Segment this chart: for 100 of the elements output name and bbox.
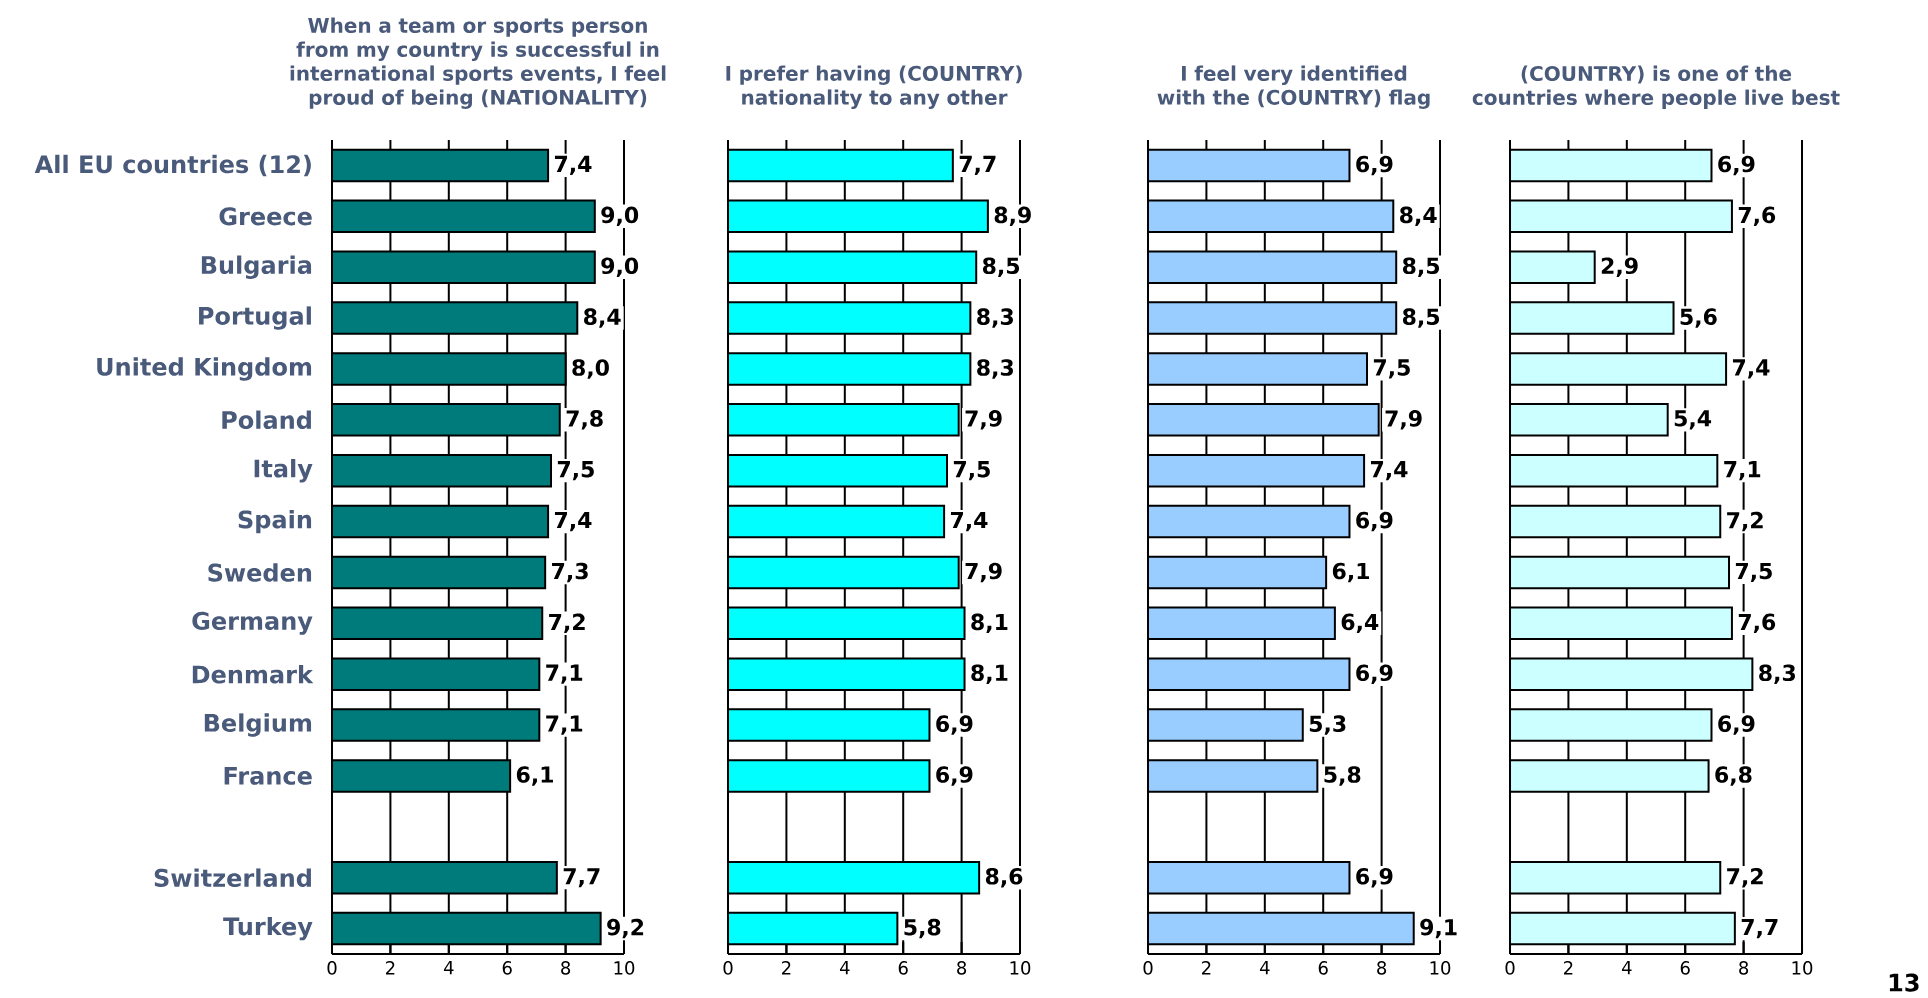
y-tick-label: Belgium xyxy=(204,713,312,737)
data-label: 9,1 xyxy=(1420,918,1457,939)
data-label: 5,6 xyxy=(1680,308,1717,328)
data-label: 8,3 xyxy=(977,359,1013,379)
data-label: 8,5 xyxy=(1402,308,1440,328)
data-label: 6,9 xyxy=(1356,155,1393,176)
data-label: 8,1 xyxy=(971,613,1008,634)
data-label: 7,6 xyxy=(1738,206,1776,227)
y-tick-label: Switzerland xyxy=(154,868,311,887)
data-label: 7,1 xyxy=(1724,461,1761,481)
data-label: 8,1 xyxy=(971,664,1008,684)
data-label: 7,1 xyxy=(546,664,583,684)
x-tick-label: 8 xyxy=(561,961,571,975)
data-label: 7,4 xyxy=(554,512,592,532)
data-label: 8,6 xyxy=(985,867,1023,888)
data-label: 8,5 xyxy=(982,257,1020,277)
y-tick-label: Greece xyxy=(219,207,312,226)
data-label: 6,9 xyxy=(1356,664,1393,684)
y-tick-label: All EU countries (12) xyxy=(34,154,311,177)
x-tick-label: 2 xyxy=(782,961,791,975)
x-tick-label: 4 xyxy=(1259,961,1270,975)
data-label: 7,2 xyxy=(1727,511,1763,532)
data-label: 6,9 xyxy=(1356,867,1393,888)
data-label: 6,9 xyxy=(936,715,973,735)
data-label: 7,2 xyxy=(1727,867,1763,888)
chart-title: (COUNTRY) is one of the countries where people live best xyxy=(1472,65,1840,109)
x-tick-label: 0 xyxy=(723,961,733,975)
x-tick-label: 8 xyxy=(1377,961,1387,975)
x-tick-label: 4 xyxy=(839,961,850,975)
data-label: 7,5 xyxy=(953,461,990,481)
data-label: 8,9 xyxy=(994,206,1031,227)
x-tick-label: 8 xyxy=(957,961,967,975)
x-tick-label: 6 xyxy=(1318,961,1328,975)
data-label: 7,9 xyxy=(965,562,1002,583)
data-label: 5,8 xyxy=(904,918,941,939)
data-label: 7,5 xyxy=(1735,562,1772,583)
chart-title: I prefer having (COUNTRY) nationality to any other xyxy=(726,65,1022,109)
data-label: 7,7 xyxy=(959,155,996,176)
x-tick-label: 6 xyxy=(502,961,512,975)
data-label: 7,7 xyxy=(563,868,600,888)
data-label: 7,7 xyxy=(1741,919,1778,939)
text: 13 xyxy=(1889,973,1919,992)
y-tick-label: Turkey xyxy=(223,916,313,941)
y-tick-label: Denmark xyxy=(192,664,314,684)
data-label: 7,6 xyxy=(1738,613,1776,634)
data-label: 9,0 xyxy=(601,206,639,227)
data-label: 8,0 xyxy=(572,359,609,379)
data-label: 8,3 xyxy=(1759,664,1795,684)
data-label: 6,9 xyxy=(1718,155,1755,176)
data-label: 7,5 xyxy=(557,461,594,481)
x-tick-label: 10 xyxy=(614,961,635,975)
data-label: 8,5 xyxy=(1402,257,1440,277)
x-tick-label: 6 xyxy=(898,961,908,975)
y-tick-label: Sweden xyxy=(208,563,312,582)
y-tick-label: Poland xyxy=(222,410,311,430)
x-tick-label: 0 xyxy=(1143,961,1153,975)
y-tick-label: Germany xyxy=(192,611,313,635)
data-label: 7,4 xyxy=(950,512,988,532)
data-label: 8,3 xyxy=(977,308,1013,328)
data-label: 7,4 xyxy=(554,155,592,176)
data-label: 7,8 xyxy=(566,410,603,430)
x-tick-label: 8 xyxy=(1739,961,1749,975)
data-label: 7,4 xyxy=(1732,359,1770,379)
data-label: 9,0 xyxy=(601,257,639,277)
data-label: 7,5 xyxy=(1373,359,1410,379)
data-label: 7,4 xyxy=(1370,461,1408,481)
x-tick-label: 2 xyxy=(1202,961,1211,975)
x-tick-label: 2 xyxy=(1564,961,1573,975)
data-label: 6,1 xyxy=(516,766,553,786)
x-tick-label: 2 xyxy=(386,961,395,975)
x-tick-label: 0 xyxy=(1505,961,1515,975)
data-label: 7,2 xyxy=(549,613,585,634)
y-tick-label: Italy xyxy=(254,459,313,483)
data-label: 6,4 xyxy=(1341,613,1379,634)
data-label: 6,9 xyxy=(1356,511,1393,532)
data-label: 6,9 xyxy=(936,766,973,786)
chart-title: I feel very identified with the (COUNTRY) flag xyxy=(1157,65,1430,109)
data-label: 2,9 xyxy=(1601,257,1638,277)
y-tick-label: France xyxy=(224,767,312,785)
x-tick-label: 10 xyxy=(1430,961,1451,975)
x-tick-label: 10 xyxy=(1792,961,1813,975)
data-label: 7,9 xyxy=(1385,410,1422,430)
x-tick-label: 0 xyxy=(327,961,337,975)
data-label: 6,1 xyxy=(1332,562,1369,583)
data-label: 5,4 xyxy=(1674,410,1712,430)
y-tick-label: United Kingdom xyxy=(97,357,312,381)
y-tick-label: Bulgaria xyxy=(201,255,312,279)
data-label: 7,9 xyxy=(965,410,1002,430)
x-tick-label: 4 xyxy=(443,961,454,975)
chart-title: When a team or sports person from my country is successful in international sports events, I feel proud of being (NATIONALITY) xyxy=(290,17,666,109)
x-tick-label: 10 xyxy=(1010,961,1031,975)
data-label: 5,3 xyxy=(1309,715,1346,735)
data-label: 5,8 xyxy=(1324,766,1361,786)
data-label: 7,1 xyxy=(546,715,583,735)
data-label: 7,3 xyxy=(552,562,588,583)
x-tick-label: 4 xyxy=(1621,961,1632,975)
data-label: 6,9 xyxy=(1718,715,1755,735)
x-tick-label: 6 xyxy=(1680,961,1690,975)
data-label: 8,4 xyxy=(1400,206,1437,227)
data-label: 6,8 xyxy=(1715,766,1752,786)
